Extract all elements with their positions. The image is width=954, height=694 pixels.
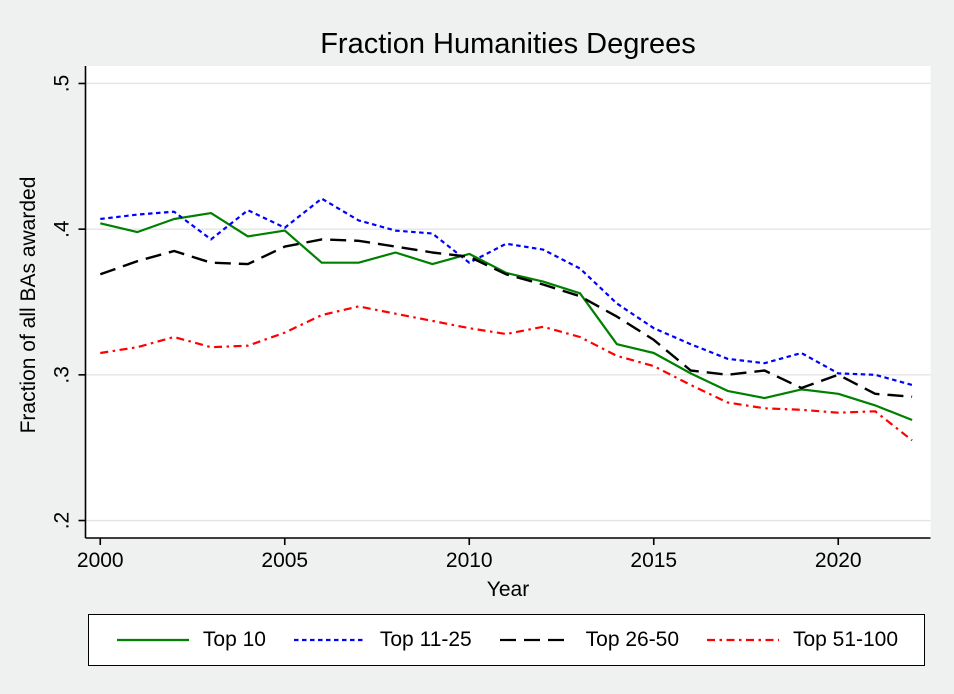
y-tick-label: .2 (51, 512, 74, 530)
legend-label: Top 10 (202, 628, 266, 651)
legend-label: Top 51-100 (792, 628, 899, 651)
legend-label: Top 11-25 (379, 628, 472, 651)
legend-line-sample (116, 638, 189, 642)
x-tick-label: 2010 (446, 549, 493, 572)
plot-background (85, 66, 931, 538)
x-axis-label: Year (486, 578, 530, 601)
chart-title: Fraction Humanities Degrees (320, 28, 696, 60)
legend-label: Top 26-50 (585, 628, 680, 651)
series-line-top-10 (100, 212, 913, 422)
x-tick-label: 2020 (815, 549, 862, 572)
y-tick-label: .4 (51, 220, 74, 238)
legend-item: Top 10 (115, 628, 266, 652)
legend-item: Top 51-100 (705, 628, 898, 652)
x-tick-label: 2000 (77, 549, 124, 572)
legend-item: Top 26-50 (498, 628, 679, 652)
legend-item: Top 11-25 (292, 628, 472, 652)
legend: Top 10 Top 11-25 Top 26-50 Top 51-100 (88, 614, 925, 666)
x-tick-label: 2005 (261, 549, 308, 572)
series-line-top-51-100 (100, 305, 913, 442)
legend-line-sample (706, 638, 779, 642)
x-tick-label: 2015 (630, 549, 677, 572)
series-line-top-26-50 (99, 238, 913, 398)
y-tick-label: .3 (51, 366, 74, 384)
y-tick-label: .5 (51, 75, 74, 93)
legend-line-sample (499, 638, 572, 642)
legend-line-sample (293, 638, 366, 642)
